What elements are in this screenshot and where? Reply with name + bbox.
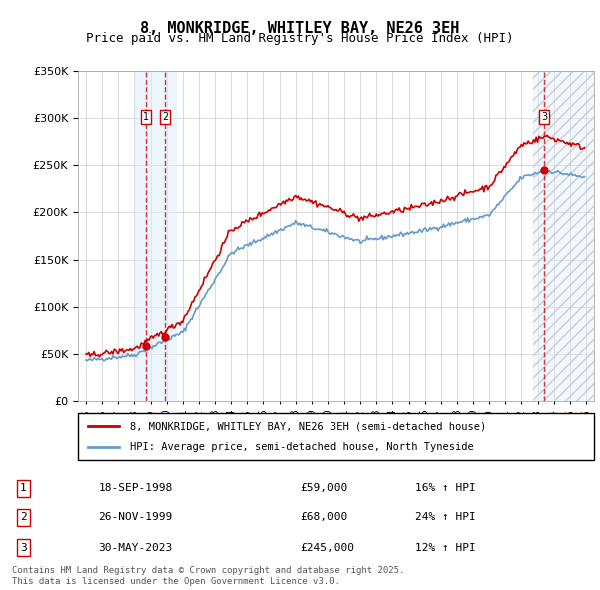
Text: 30-MAY-2023: 30-MAY-2023 — [98, 543, 173, 552]
Text: £59,000: £59,000 — [300, 483, 347, 493]
Text: 8, MONKRIDGE, WHITLEY BAY, NE26 3EH (semi-detached house): 8, MONKRIDGE, WHITLEY BAY, NE26 3EH (sem… — [130, 421, 486, 431]
Text: 1: 1 — [20, 483, 27, 493]
Bar — [533, 71, 594, 401]
Text: 3: 3 — [20, 543, 27, 552]
FancyBboxPatch shape — [78, 413, 594, 460]
Text: Contains HM Land Registry data © Crown copyright and database right 2025.
This d: Contains HM Land Registry data © Crown c… — [12, 566, 404, 586]
Text: 8, MONKRIDGE, WHITLEY BAY, NE26 3EH: 8, MONKRIDGE, WHITLEY BAY, NE26 3EH — [140, 21, 460, 35]
Text: £68,000: £68,000 — [300, 513, 347, 522]
Text: 26-NOV-1999: 26-NOV-1999 — [98, 513, 173, 522]
Text: 2: 2 — [162, 112, 168, 122]
Text: 16% ↑ HPI: 16% ↑ HPI — [415, 483, 476, 493]
Bar — [533, 71, 594, 401]
Text: 3: 3 — [541, 112, 547, 122]
Text: Price paid vs. HM Land Registry's House Price Index (HPI): Price paid vs. HM Land Registry's House … — [86, 32, 514, 45]
Text: 24% ↑ HPI: 24% ↑ HPI — [415, 513, 476, 522]
Text: 18-SEP-1998: 18-SEP-1998 — [98, 483, 173, 493]
Text: 1: 1 — [143, 112, 149, 122]
Text: £245,000: £245,000 — [300, 543, 354, 552]
Text: HPI: Average price, semi-detached house, North Tyneside: HPI: Average price, semi-detached house,… — [130, 442, 473, 452]
Text: 2: 2 — [20, 513, 27, 522]
Bar — [134, 71, 176, 401]
Text: 12% ↑ HPI: 12% ↑ HPI — [415, 543, 476, 552]
